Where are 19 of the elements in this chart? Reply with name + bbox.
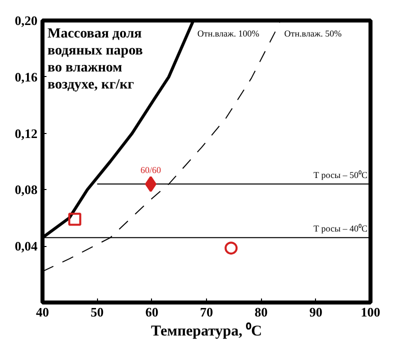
x-tick-label: 60 — [145, 304, 158, 320]
x-tick-label: 50 — [90, 304, 104, 320]
y-tick-label: 0,20 — [14, 13, 38, 28]
y-tick-label: 0,08 — [14, 182, 38, 198]
series-label: Отн.влаж. 100% — [197, 28, 260, 38]
y-tick-label: 0,12 — [14, 126, 38, 141]
x-axis-title: Температура, ⁰С — [151, 322, 262, 340]
x-tick-label: 80 — [254, 304, 268, 320]
y-tick-label: 0,16 — [14, 69, 38, 84]
x-tick-label: 100 — [360, 304, 380, 320]
series-label: Т росы – 50⁰С — [313, 170, 368, 180]
x-tick-label: 90 — [309, 304, 322, 320]
x-tick-label: 40 — [36, 304, 49, 320]
x-tick-label: 70 — [200, 304, 213, 320]
series-label: Т росы – 40⁰С — [313, 224, 368, 234]
text: Массовая доля водяных паров во влажном воздухе, кг/кг — [48, 26, 144, 92]
y-tick-label: 0,04 — [14, 238, 38, 254]
series-label: Отн.влаж. 50% — [284, 28, 342, 38]
series-label: 60/60 — [140, 165, 162, 176]
